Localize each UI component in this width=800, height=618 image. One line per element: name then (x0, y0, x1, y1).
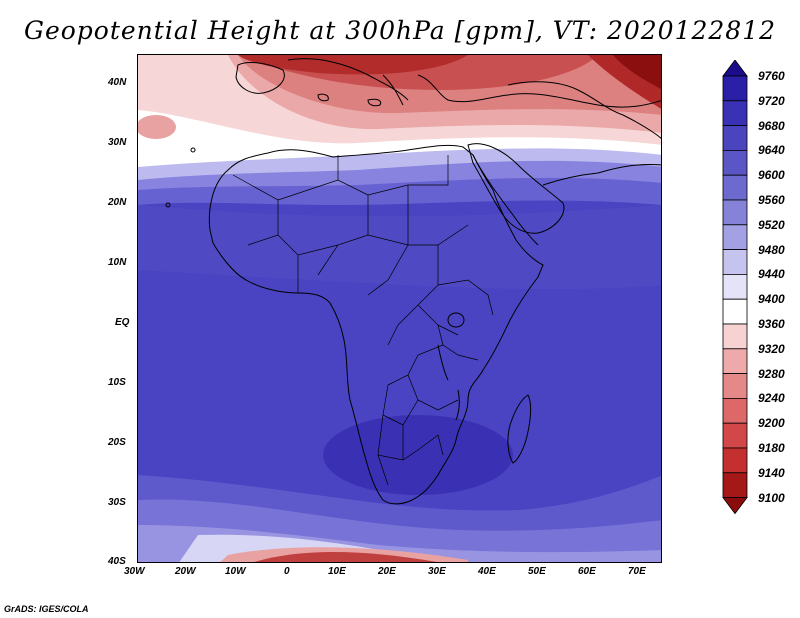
lat-label-20s: 20S (108, 437, 126, 448)
iberia-outline (235, 62, 285, 94)
colorbar-level-label: 9100 (758, 490, 785, 505)
lon-label-10w: 10W (225, 566, 246, 577)
colorbar-bottom-triangle (722, 497, 748, 515)
colorbar-level-label: 9200 (758, 416, 785, 431)
lon-label-60e: 60E (578, 566, 596, 577)
colorbar-swatch (722, 447, 748, 474)
cape-verde (165, 202, 171, 208)
lake-victoria (447, 312, 465, 328)
colorbar-swatch (722, 373, 748, 399)
europe-coast (287, 58, 661, 108)
colorbar-level-label: 9440 (758, 267, 785, 282)
lake-malawi (455, 389, 460, 421)
field-south-red-2 (254, 552, 437, 562)
lon-label-20w: 20W (175, 566, 196, 577)
lat-label-40s: 40S (108, 556, 126, 567)
colorbar-level-label: 9180 (758, 441, 785, 455)
country-borders (232, 155, 494, 486)
geopotential-field (138, 55, 661, 562)
colorbar-swatch (722, 224, 748, 251)
field-north-dark-red (238, 55, 468, 75)
field-southern-africa-low (323, 415, 513, 495)
red-sea-coast (472, 154, 539, 246)
colorbar-swatch (722, 397, 748, 424)
lon-label-0: 0 (284, 566, 290, 577)
colorbar-top-triangle (722, 60, 748, 77)
madagascar-outline (507, 394, 532, 464)
colorbar-level-label: 9760 (758, 69, 785, 83)
map-title: Geopotential Height at 300hPa [gpm], VT:… (23, 16, 777, 45)
colorbar-swatch (722, 199, 748, 226)
sardinia-outline (317, 93, 329, 102)
colorbar-level-label: 9480 (758, 242, 785, 257)
colorbar-level-label: 9720 (758, 93, 785, 108)
africa-outline (208, 144, 544, 505)
colorbar-swatch (722, 472, 748, 498)
lon-label-20e: 20E (378, 566, 396, 577)
colorbar-level-label: 9360 (758, 317, 785, 331)
colorbar (722, 60, 748, 515)
colorbar-level-label: 9240 (758, 391, 785, 406)
colorbar-swatch (722, 75, 748, 102)
colorbar-level-label: 9280 (758, 366, 785, 381)
field-band-mid-blue (138, 205, 661, 290)
colorbar-level-label: 9640 (758, 143, 785, 158)
lon-label-40e: 40E (478, 566, 496, 577)
colorbar-level-label: 9680 (758, 118, 785, 133)
asia-coast (542, 164, 661, 186)
lat-label-30s: 30S (108, 497, 126, 508)
colorbar-swatch (722, 348, 748, 374)
lon-label-70e: 70E (628, 566, 646, 577)
canary-islands (190, 147, 196, 153)
lat-label-30n: 30N (108, 137, 127, 148)
lat-label-10n: 10N (108, 257, 127, 268)
lat-label-eq: EQ (115, 317, 130, 328)
lon-label-50e: 50E (528, 566, 546, 577)
field-atlantic-red-blob (138, 115, 176, 139)
iran-coast (507, 81, 661, 139)
colorbar-swatch (722, 298, 748, 325)
lat-label-40n: 40N (108, 77, 127, 88)
colorbar-level-label: 9400 (758, 292, 785, 307)
sicily-outline (367, 98, 382, 107)
colorbar-swatch (722, 150, 748, 176)
colorbar-level-label: 9600 (758, 168, 785, 183)
lake-tanganyika (437, 344, 449, 381)
colorbar-swatch (722, 100, 748, 126)
map-panel (137, 54, 662, 563)
lon-label-30w: 30W (124, 566, 145, 577)
colorbar-swatch (722, 174, 748, 201)
field-northeast-darkest-red (613, 55, 661, 89)
colorbar-swatch (722, 125, 748, 151)
colorbar-level-label: 9140 (758, 465, 785, 480)
colorbar-level-label: 9520 (758, 217, 785, 232)
colorbar-swatch (722, 273, 748, 300)
arabia-outline (467, 143, 565, 234)
coastlines (165, 58, 661, 505)
lat-label-20n: 20N (108, 197, 127, 208)
lon-label-10e: 10E (328, 566, 346, 577)
colorbar-swatch (722, 422, 748, 449)
lat-label-10s: 10S (108, 377, 126, 388)
colorbar-level-label: 9560 (758, 193, 785, 207)
grads-credit: GrADS: IGES/COLA (4, 604, 89, 614)
lon-label-30e: 30E (428, 566, 446, 577)
colorbar-swatch (722, 323, 748, 350)
colorbar-swatch (722, 249, 748, 275)
colorbar-level-label: 9320 (758, 341, 785, 356)
